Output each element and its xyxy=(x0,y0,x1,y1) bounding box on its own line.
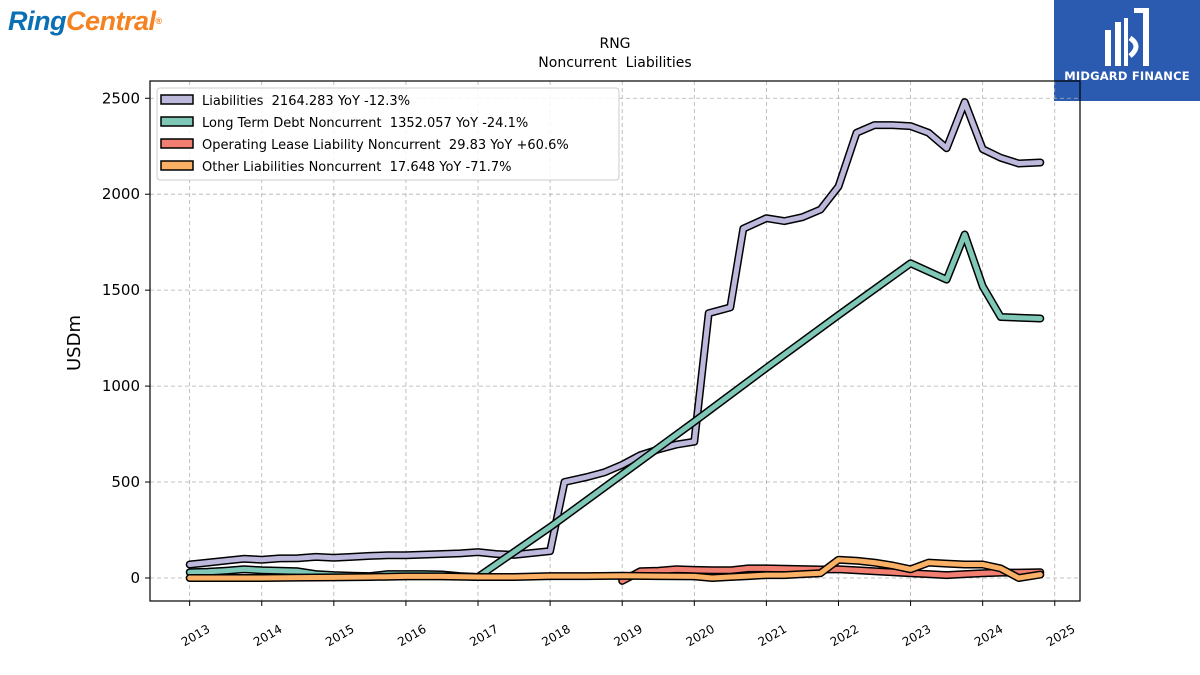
x-tick-label: 2022 xyxy=(828,622,861,649)
logo-registered-mark: ® xyxy=(155,16,163,26)
logo-text-central: Central xyxy=(66,6,156,36)
x-tick-label: 2018 xyxy=(539,622,572,649)
x-tick-label: 2021 xyxy=(756,622,789,649)
x-tick-label: 2020 xyxy=(684,622,717,649)
y-tick-label: 2000 xyxy=(102,185,140,203)
ringcentral-logo: RingCentral® xyxy=(8,4,162,38)
x-tick-label: 2013 xyxy=(179,622,212,649)
x-tick-label: 2016 xyxy=(395,622,428,649)
midgard-emblem-icon xyxy=(1105,8,1149,66)
legend: Liabilities 2164.283 YoY -12.3% Long Term… xyxy=(156,87,620,181)
y-tick-label: 1500 xyxy=(102,281,140,299)
x-tick-label: 2025 xyxy=(1044,622,1077,649)
y-tick-label: 2500 xyxy=(102,89,140,107)
legend-swatch xyxy=(160,138,194,149)
midgard-finance-logo: MIDGARD FINANCE xyxy=(1054,0,1200,101)
series-stroke xyxy=(187,99,1043,567)
legend-swatch xyxy=(160,160,194,171)
midgard-finance-label: MIDGARD FINANCE xyxy=(1064,69,1190,83)
legend-swatch xyxy=(160,116,194,127)
x-tick-label: 2014 xyxy=(251,622,284,649)
logo-text-ring: Ring xyxy=(8,6,67,36)
x-tick-label: 2015 xyxy=(323,622,356,649)
legend-label: Liabilities 2164.283 YoY -12.3% xyxy=(202,94,410,109)
series-2-line xyxy=(185,230,1045,581)
legend-box xyxy=(156,87,620,181)
y-axis-label: USDm xyxy=(64,315,85,371)
legend-label: Operating Lease Liability Noncurrent 29.… xyxy=(202,138,569,153)
legend-label: Long Term Debt Noncurrent 1352.057 YoY -… xyxy=(202,116,528,131)
series-stroke xyxy=(187,557,1043,581)
x-tick-label: 2017 xyxy=(467,622,500,649)
chart-title: RNG xyxy=(599,36,630,52)
x-tick-label: 2023 xyxy=(900,622,933,649)
y-tick-label: 1000 xyxy=(102,377,140,395)
series-outline xyxy=(185,230,1045,581)
series-1-line xyxy=(185,98,1045,569)
chart-subtitle: Noncurrent Liabilities xyxy=(538,55,691,71)
y-tick-label: 0 xyxy=(130,569,140,587)
legend-swatch xyxy=(160,94,194,105)
plot-frame xyxy=(149,80,1081,602)
x-tick-label: 2024 xyxy=(972,622,1005,649)
x-tick-label: 2019 xyxy=(611,622,644,649)
series-layer xyxy=(185,98,1045,585)
legend-label: Other Liabilities Noncurrent 17.648 YoY … xyxy=(202,160,512,175)
series-4-line xyxy=(185,555,1045,582)
series-stroke xyxy=(187,232,1043,580)
y-tick-label: 500 xyxy=(111,473,140,491)
